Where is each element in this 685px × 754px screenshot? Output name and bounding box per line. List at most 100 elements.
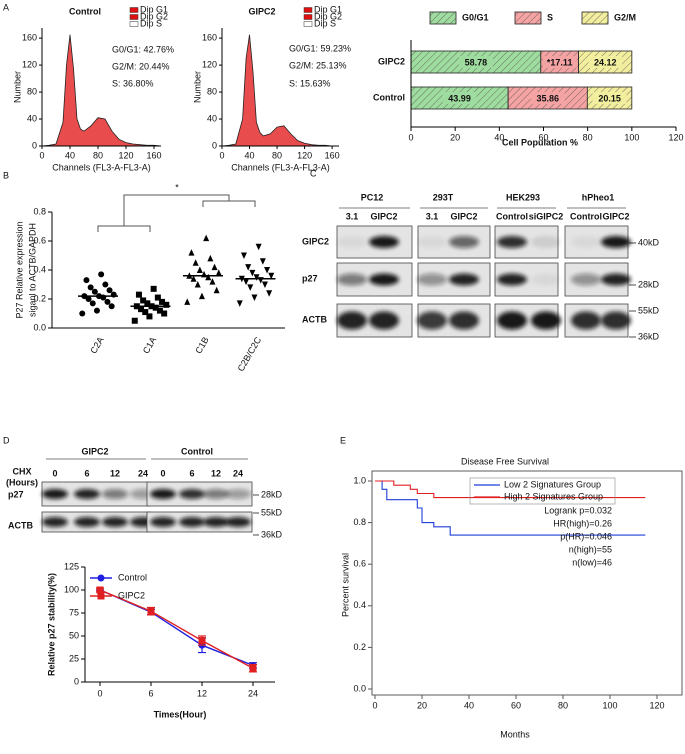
- data-point: [91, 288, 98, 295]
- y-tick-label: 0: [32, 140, 37, 150]
- annotation: Logrank p=0.032: [544, 505, 612, 515]
- blot-time-label: 0: [52, 468, 57, 478]
- legend-label: Dip G2: [314, 11, 342, 21]
- blot-band: [531, 236, 561, 248]
- blot-time-label: 12: [211, 468, 221, 478]
- legend-label: GIPC2: [118, 590, 145, 600]
- x-tick-label: 60: [538, 132, 548, 142]
- y-tick-label: 80: [207, 86, 217, 96]
- significance-brackets: [97, 194, 256, 232]
- panel-label: C: [310, 168, 317, 178]
- y-tick-label: 120: [202, 59, 217, 69]
- y-tick-label: 0.8: [353, 517, 366, 527]
- annotation: n(high)=55: [569, 544, 612, 554]
- x-tick-label: 0: [219, 150, 224, 160]
- annotation: n(low)=46: [572, 557, 612, 567]
- data-point: [255, 243, 262, 251]
- legend-label: G0/G1: [462, 12, 489, 22]
- value-label: 58.78: [465, 57, 488, 67]
- blot-marker: 28kD: [638, 279, 660, 289]
- blot-treatment-label: CHX: [12, 466, 31, 476]
- legend-label: Control: [118, 572, 147, 582]
- blot-lane-label: 3.1: [346, 211, 359, 221]
- value-label-bg: [592, 92, 627, 104]
- data-point: [131, 317, 138, 324]
- data-point: [236, 300, 243, 307]
- blot-band: [74, 489, 100, 499]
- legend-label: Low 2 Signatures Group: [504, 479, 601, 489]
- x-tick-label: 0: [97, 688, 102, 698]
- blot-band: [497, 273, 527, 286]
- blot-band: [369, 273, 399, 286]
- x-axis-label: Channels (FL3-A-FL3-A): [52, 162, 151, 172]
- blot-band: [497, 311, 527, 330]
- blot-band: [179, 489, 205, 499]
- y-tick-label: 160: [22, 32, 37, 42]
- data-point: [243, 278, 250, 286]
- x-tick-label: 40: [494, 132, 504, 142]
- blot-marker: 40kD: [638, 237, 660, 247]
- blot-time-label: 24: [138, 468, 148, 478]
- blot-band: [571, 311, 601, 330]
- data-point: [147, 607, 155, 615]
- data-point: [108, 303, 115, 310]
- y-axis-label: P27 Relative expression: [14, 221, 24, 318]
- blot-band: [203, 489, 229, 499]
- y-tick-label: 25: [69, 653, 79, 663]
- annotation: G0/G1: 42.76%: [112, 44, 174, 54]
- legend-swatch: [303, 7, 313, 13]
- y-axis-label: Number: [12, 71, 22, 103]
- value-label: 24.12: [594, 57, 617, 67]
- x-axis-label: Times(Hour): [154, 709, 207, 719]
- data-point: [161, 310, 168, 317]
- annotation: *: [175, 182, 179, 192]
- blot-band: [571, 236, 601, 248]
- annotation: G2/M: 20.44%: [112, 61, 170, 71]
- y-axis-label: Number: [192, 71, 202, 103]
- blot-row-label: GIPC2: [302, 236, 329, 246]
- data-point: [98, 271, 105, 278]
- legend-swatch: [303, 21, 313, 27]
- blot-band: [417, 311, 447, 330]
- data-point: [150, 285, 157, 292]
- legend-swatch: [129, 14, 139, 20]
- blot-lane-label: Control: [570, 211, 602, 221]
- x-tick-label: 100: [602, 700, 617, 710]
- value-label-bg: [530, 92, 565, 104]
- blot-lane-label: GIPC2: [370, 211, 397, 221]
- x-tick-label: 80: [583, 132, 593, 142]
- blot-band: [601, 273, 631, 286]
- y-tick-label: 80: [27, 86, 37, 96]
- annotation: p(HR)=0.046: [560, 531, 612, 541]
- data-point: [213, 286, 220, 294]
- y-tick-label: 0.8: [33, 206, 46, 216]
- x-tick-label: 20: [417, 700, 427, 710]
- value-label: 35.86: [536, 93, 559, 103]
- data-point: [203, 234, 210, 242]
- data-point: [146, 313, 153, 320]
- blot-band: [150, 517, 176, 527]
- y-tick-label: 0.2: [33, 293, 46, 303]
- blot-time-label: 0: [160, 468, 165, 478]
- data-point: [79, 310, 86, 317]
- y-tick-label: 0.0: [353, 683, 366, 693]
- blot-time-label: 6: [84, 468, 89, 478]
- data-point: [89, 300, 96, 307]
- data-point: [163, 301, 170, 308]
- y-tick-label: 0: [74, 676, 79, 686]
- blot-column-label: 293T: [433, 192, 454, 202]
- data-point: [154, 294, 161, 301]
- blot-band: [225, 489, 251, 499]
- data-point: [198, 292, 205, 300]
- category-label: C1B: [193, 335, 210, 355]
- data-point: [106, 287, 113, 294]
- blot-band: [417, 273, 447, 286]
- data-point: [135, 291, 142, 298]
- x-tick-label: 6: [148, 688, 153, 698]
- x-tick-label: 40: [245, 150, 255, 160]
- blot-band: [497, 236, 527, 248]
- legend-frame: [469, 477, 616, 505]
- y-tick-label: 100: [64, 584, 79, 594]
- x-tick-label: 80: [272, 150, 282, 160]
- blot-time-label: 24: [233, 468, 243, 478]
